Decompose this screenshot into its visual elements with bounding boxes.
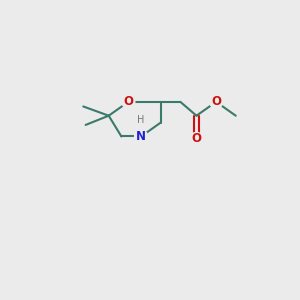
Circle shape: [190, 132, 203, 145]
Circle shape: [210, 95, 223, 108]
Text: O: O: [191, 132, 202, 145]
Circle shape: [122, 95, 135, 108]
Circle shape: [135, 130, 148, 143]
Text: N: N: [136, 130, 146, 143]
Text: O: O: [211, 95, 221, 108]
Text: H: H: [137, 115, 145, 125]
Text: O: O: [123, 95, 133, 108]
